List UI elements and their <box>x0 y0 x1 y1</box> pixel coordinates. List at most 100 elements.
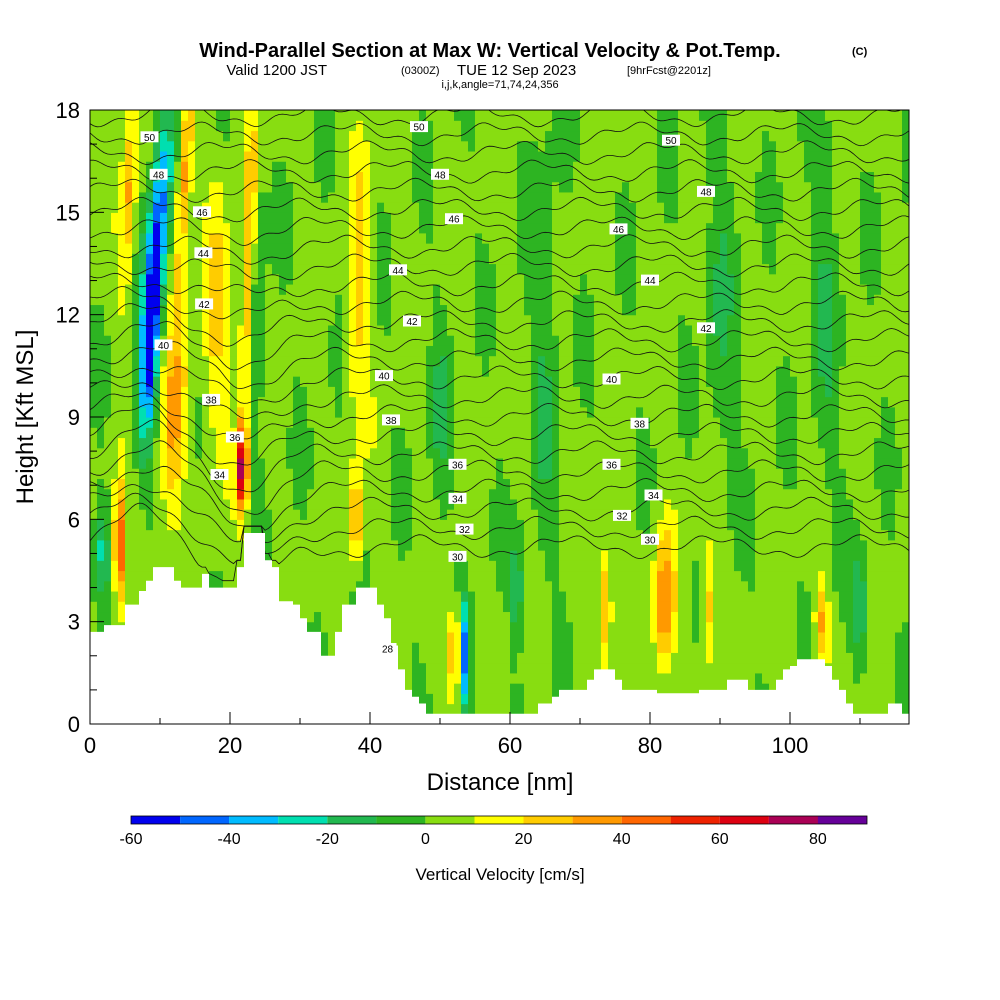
velocity-cell <box>454 570 462 582</box>
velocity-cell <box>496 703 504 715</box>
velocity-cell <box>664 437 672 449</box>
velocity-cell <box>398 550 406 561</box>
velocity-cell <box>391 621 399 633</box>
velocity-cell <box>370 345 378 357</box>
velocity-cell <box>552 202 560 213</box>
velocity-cell <box>636 202 644 213</box>
velocity-cell <box>293 150 301 162</box>
velocity-cell <box>279 130 287 142</box>
velocity-cell <box>433 672 441 684</box>
velocity-cell <box>97 273 105 285</box>
velocity-cell <box>482 468 490 479</box>
velocity-cell <box>279 478 287 490</box>
velocity-cell <box>195 509 203 520</box>
velocity-cell <box>181 570 189 582</box>
velocity-cell <box>447 560 455 572</box>
velocity-cell <box>538 468 546 479</box>
velocity-cell <box>412 498 420 510</box>
velocity-cell <box>559 171 567 183</box>
velocity-cell <box>202 529 210 541</box>
velocity-cell <box>496 570 504 582</box>
velocity-cell <box>139 447 147 459</box>
velocity-cell <box>230 560 238 572</box>
velocity-cell <box>370 550 378 561</box>
velocity-cell <box>433 509 441 520</box>
velocity-cell <box>286 457 294 469</box>
velocity-cell <box>650 355 658 367</box>
velocity-cell <box>209 345 217 357</box>
velocity-cell <box>209 130 217 142</box>
velocity-cell <box>643 304 651 316</box>
velocity-cell <box>258 468 266 479</box>
velocity-cell <box>363 161 371 172</box>
velocity-cell <box>433 457 441 469</box>
velocity-cell <box>552 212 560 224</box>
velocity-cell <box>118 498 126 510</box>
velocity-cell <box>265 314 273 326</box>
velocity-cell <box>167 396 175 408</box>
velocity-cell <box>202 488 210 500</box>
velocity-cell <box>167 191 175 203</box>
velocity-cell <box>111 232 119 244</box>
velocity-cell <box>132 376 140 387</box>
velocity-cell <box>587 345 595 357</box>
velocity-cell <box>244 191 252 203</box>
velocity-cell <box>622 672 630 684</box>
velocity-cell <box>195 335 203 346</box>
velocity-cell <box>293 212 301 224</box>
velocity-cell <box>412 672 420 684</box>
velocity-cell <box>566 478 574 490</box>
velocity-cell <box>195 191 203 203</box>
velocity-cell <box>90 580 98 592</box>
velocity-cell <box>104 283 112 295</box>
velocity-cell <box>524 294 532 306</box>
velocity-cell <box>440 253 448 265</box>
velocity-cell <box>104 376 112 387</box>
velocity-cell <box>636 570 644 582</box>
velocity-cell <box>440 314 448 326</box>
velocity-cell <box>433 324 441 336</box>
velocity-cell <box>433 642 441 653</box>
velocity-cell <box>601 601 609 613</box>
velocity-cell <box>650 243 658 254</box>
velocity-cell <box>538 447 546 459</box>
velocity-cell <box>482 130 490 142</box>
velocity-cell <box>125 365 133 377</box>
chart-title: Wind-Parallel Section at Max W: Vertical… <box>199 40 780 62</box>
velocity-cell <box>440 652 448 664</box>
velocity-cell <box>566 283 574 295</box>
velocity-cell <box>272 232 280 244</box>
velocity-cell <box>608 396 616 408</box>
velocity-cell <box>510 478 518 490</box>
velocity-cell <box>153 529 161 541</box>
velocity-cell <box>559 427 567 439</box>
velocity-cell <box>573 191 581 203</box>
velocity-cell <box>412 570 420 582</box>
velocity-cell <box>650 550 658 561</box>
velocity-cell <box>335 396 343 408</box>
velocity-cell <box>405 539 413 551</box>
velocity-cell <box>300 355 308 367</box>
velocity-cell <box>503 150 511 162</box>
velocity-cell <box>230 355 238 367</box>
velocity-cell <box>370 314 378 326</box>
velocity-cell <box>377 304 385 316</box>
velocity-cell <box>531 631 539 643</box>
velocity-cell <box>426 478 434 490</box>
velocity-cell <box>636 314 644 326</box>
velocity-cell <box>342 570 350 582</box>
velocity-cell <box>531 570 539 582</box>
velocity-cell <box>566 396 574 408</box>
velocity-cell <box>615 642 623 653</box>
velocity-cell <box>153 509 161 520</box>
velocity-cell <box>258 243 266 254</box>
velocity-cell <box>356 437 364 449</box>
velocity-cell <box>195 396 203 408</box>
velocity-cell <box>489 150 497 162</box>
velocity-cell <box>559 150 567 162</box>
velocity-cell <box>293 130 301 142</box>
velocity-cell <box>489 611 497 623</box>
velocity-cell <box>174 212 182 224</box>
velocity-cell <box>496 161 504 172</box>
velocity-cell <box>615 140 623 152</box>
